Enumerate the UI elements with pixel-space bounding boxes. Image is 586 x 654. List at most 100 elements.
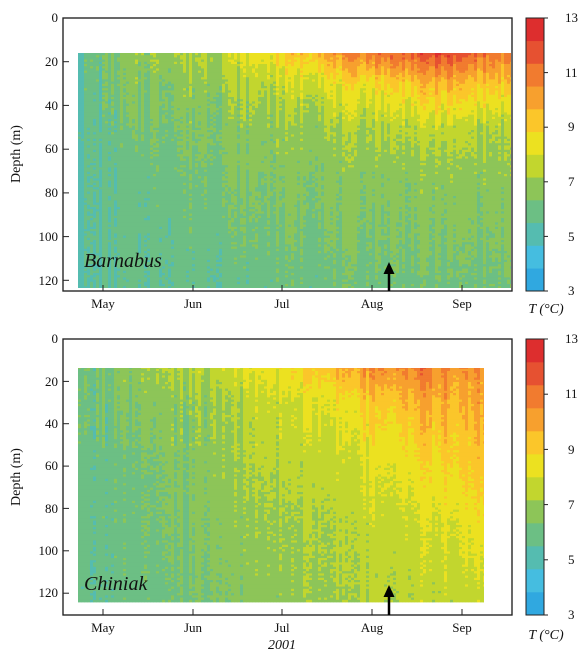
heatmap-cell xyxy=(84,229,88,232)
heatmap-cell xyxy=(81,248,85,252)
heatmap-cell xyxy=(90,209,94,212)
heatmap-cell xyxy=(78,215,82,219)
heatmap-cell xyxy=(93,286,97,288)
heatmap-cell xyxy=(99,240,103,243)
heatmap-cell xyxy=(93,273,97,276)
heatmap-cell xyxy=(96,134,100,137)
heatmap-cell xyxy=(87,70,91,74)
heatmap-cell xyxy=(96,196,100,199)
heatmap-cell xyxy=(90,160,94,164)
heatmap-cell xyxy=(96,66,100,69)
heatmap-cell xyxy=(99,185,103,188)
heatmap-cell xyxy=(90,99,94,102)
heatmap-cell xyxy=(81,193,85,197)
heatmap-cell xyxy=(96,143,100,146)
heatmap-cell xyxy=(99,224,103,228)
heatmap-cell xyxy=(96,64,100,67)
heatmap-cell xyxy=(99,235,103,239)
heatmap-cell xyxy=(99,134,103,137)
heatmap-cell xyxy=(81,64,85,67)
heatmap-cell xyxy=(90,196,94,199)
heatmap-cell xyxy=(87,176,91,179)
heatmap-cell xyxy=(84,273,88,276)
heatmap-cell xyxy=(78,77,82,80)
heatmap-cell xyxy=(78,257,82,261)
heatmap-cell xyxy=(84,240,88,243)
heatmap-cell xyxy=(87,198,91,201)
heatmap-cell xyxy=(81,66,85,69)
heatmap-cell xyxy=(93,57,97,60)
heatmap-cell xyxy=(87,180,91,184)
heatmap-cell xyxy=(96,270,100,274)
heatmap-cell xyxy=(81,281,85,285)
heatmap-cell xyxy=(99,136,103,140)
heatmap-cell xyxy=(78,176,82,179)
heatmap-cell xyxy=(81,187,85,190)
heatmap-cell xyxy=(93,242,97,245)
heatmap-cell xyxy=(96,138,100,142)
heatmap-cell xyxy=(99,209,103,212)
heatmap-cell xyxy=(96,264,100,267)
heatmap-cell xyxy=(99,77,103,80)
heatmap-cell xyxy=(78,134,82,137)
heatmap-cell xyxy=(87,125,91,129)
heatmap-cell xyxy=(87,103,91,107)
heatmap-cell xyxy=(81,240,85,243)
heatmap-cell xyxy=(78,202,82,206)
heatmap-cell xyxy=(93,136,97,140)
heatmap-cell xyxy=(87,277,91,280)
heatmap-cell xyxy=(81,169,85,173)
heatmap-cell xyxy=(81,165,85,168)
heatmap-cell xyxy=(78,270,82,274)
heatmap-cell xyxy=(84,64,88,67)
heatmap-cell xyxy=(99,108,103,111)
heatmap-cell xyxy=(90,220,94,223)
heatmap-cell xyxy=(78,88,82,91)
heatmap-cell xyxy=(84,257,88,261)
heatmap-cell xyxy=(87,108,91,111)
heatmap-cell xyxy=(78,167,82,170)
heatmap-cell xyxy=(84,262,88,265)
heatmap-cell xyxy=(87,211,91,214)
heatmap-cell xyxy=(84,68,88,71)
heatmap-cell xyxy=(81,156,85,159)
heatmap-cell xyxy=(90,92,94,96)
heatmap-cell xyxy=(81,83,85,87)
heatmap-cell xyxy=(96,273,100,276)
heatmap-cell xyxy=(96,176,100,179)
heatmap-cell xyxy=(96,284,100,287)
heatmap-cell xyxy=(93,255,97,258)
heatmap-cell xyxy=(84,112,88,115)
heatmap-cell xyxy=(96,121,100,124)
heatmap-cell xyxy=(96,130,100,133)
heatmap-cell xyxy=(78,83,82,87)
heatmap-cell xyxy=(99,92,103,96)
heatmap-cell xyxy=(87,134,91,137)
heatmap-cell xyxy=(99,191,103,195)
heatmap-cell xyxy=(99,189,103,192)
heatmap-cell xyxy=(90,103,94,107)
heatmap-cell xyxy=(87,158,91,162)
heatmap-cell xyxy=(78,112,82,115)
heatmap-cell xyxy=(99,167,103,170)
heatmap-cell xyxy=(93,169,97,173)
heatmap-cell xyxy=(78,68,82,71)
heatmap-cell xyxy=(90,75,94,78)
heatmap-cell xyxy=(96,224,100,228)
heatmap-cell xyxy=(90,229,94,232)
heatmap-cell xyxy=(87,110,91,113)
heatmap-cell xyxy=(93,125,97,129)
heatmap-cell xyxy=(78,141,82,144)
heatmap-cell xyxy=(96,158,100,162)
heatmap-cell xyxy=(78,266,82,269)
heatmap-cell xyxy=(90,185,94,188)
heatmap-cell xyxy=(90,167,94,170)
heatmap-cell xyxy=(99,112,103,115)
heatmap-cell xyxy=(81,262,85,265)
heatmap-cell xyxy=(90,266,94,269)
heatmap-cell xyxy=(99,149,103,153)
heatmap-cell xyxy=(96,174,100,177)
heatmap-cell xyxy=(99,187,103,190)
heatmap-cell xyxy=(87,204,91,208)
heatmap-cell xyxy=(81,112,85,115)
